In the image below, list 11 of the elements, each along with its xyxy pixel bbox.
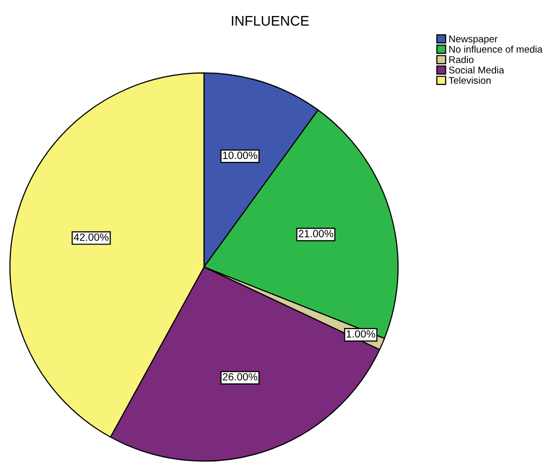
data-label: 26.00% bbox=[222, 373, 258, 381]
legend-label: Television bbox=[448, 76, 491, 84]
data-label: 10.00% bbox=[223, 152, 258, 160]
chart-title: INFLUENCE bbox=[232, 16, 309, 26]
legend-label: No influence of media bbox=[449, 46, 543, 53]
data-label: 42.00% bbox=[74, 233, 109, 241]
legend-label: Social Media bbox=[448, 66, 504, 74]
legend-label: Radio bbox=[449, 56, 474, 64]
data-label: 1.00% bbox=[346, 330, 376, 338]
data-label: 21.00% bbox=[298, 230, 334, 238]
legend-label: Newspaper bbox=[449, 36, 498, 44]
